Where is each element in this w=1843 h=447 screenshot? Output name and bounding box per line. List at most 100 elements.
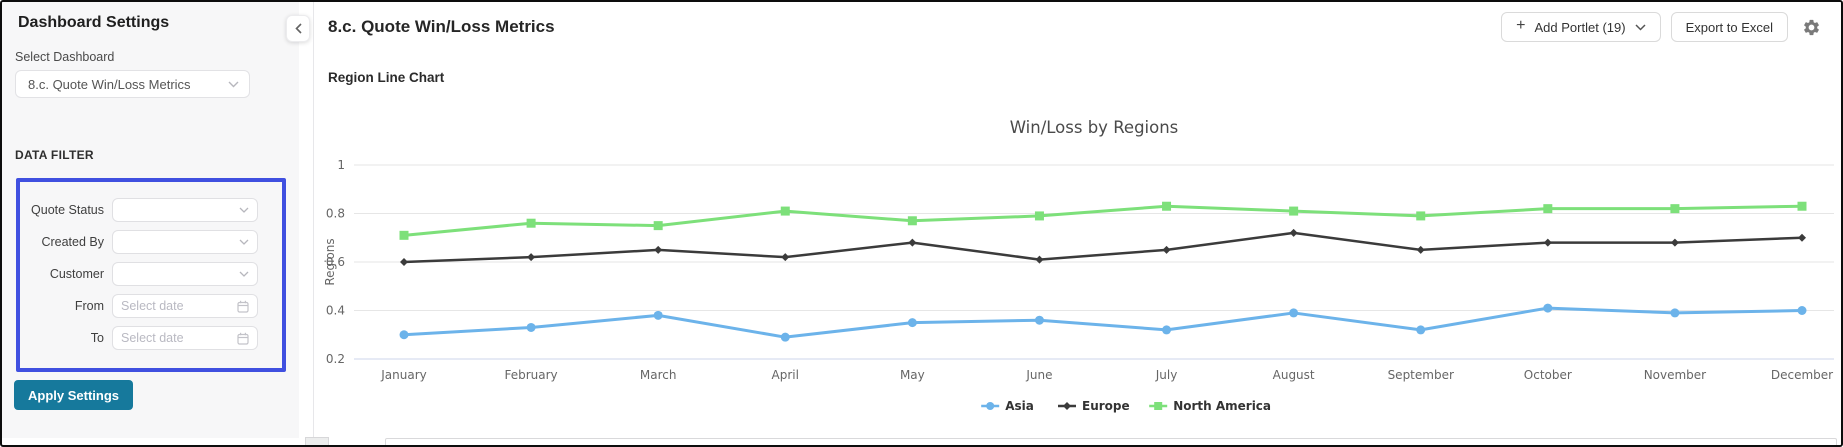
sidebar-divider [299,2,314,438]
win-loss-chart-svg: Win/Loss by Regions Regions 1 0.8 0.6 0.4 0.2 J… [323,118,1834,413]
filter-highlight-box: Quote Status Created By Cu [16,178,286,372]
data-point-asia-november[interactable] [1670,308,1680,318]
data-point-europe-june[interactable] [1035,255,1044,264]
data-point-asia-april[interactable] [780,332,790,342]
chevron-left-icon [294,23,302,34]
filter-row-quote-status: Quote Status [20,198,282,222]
apply-settings-button[interactable]: Apply Settings [14,380,134,410]
y-tick-label: 1 [337,158,345,172]
chevron-down-icon [239,271,249,277]
portlet-title: Region Line Chart [328,70,445,85]
export-to-excel-button[interactable]: Export to Excel [1670,12,1788,42]
x-axis-label: September [1388,368,1454,382]
series-line-europe [402,231,1804,264]
data-point-north-america-february[interactable] [526,218,536,228]
filter-row-created-by: Created By [20,230,282,254]
filter-row-to: To [20,326,282,350]
main-panel: 8.c. Quote Win/Loss Metrics + Add Portle… [314,2,1841,445]
data-point-north-america-september[interactable] [1416,211,1426,221]
data-point-north-america-june[interactable] [1034,211,1044,221]
data-point-europe-february[interactable] [527,253,536,262]
data-point-europe-november[interactable] [1670,238,1679,247]
next-portlet-fragment-panel [385,438,1837,445]
data-point-asia-february[interactable] [526,322,536,332]
data-point-asia-march[interactable] [653,310,663,320]
add-portlet-button[interactable]: + Add Portlet (19) [1501,12,1661,42]
series-line-asia [402,306,1804,339]
chevron-down-icon [228,81,239,88]
data-point-asia-january[interactable] [399,330,409,340]
dashboard-select[interactable]: 8.c. Quote Win/Loss Metrics [15,70,250,98]
series-line-north-america [402,204,1804,237]
legend-item-europe[interactable]: Europe [1058,399,1130,413]
data-point-europe-january[interactable] [400,258,408,266]
data-point-north-america-november[interactable] [1670,204,1680,214]
created-by-label: Created By [41,235,104,249]
calendar-icon[interactable] [237,300,249,313]
data-point-europe-july[interactable] [1162,245,1171,254]
customer-select[interactable] [112,262,258,286]
data-point-asia-june[interactable] [1034,315,1044,325]
to-date-input[interactable] [121,331,237,345]
chevron-down-icon [239,239,249,245]
data-point-north-america-october[interactable] [1543,204,1553,214]
sidebar-title: Dashboard Settings [18,14,170,31]
data-point-asia-december[interactable] [1797,306,1807,315]
collapse-sidebar-button[interactable] [286,15,310,42]
x-axis-label: July [1155,368,1178,382]
data-filter-heading: DATA FILTER [15,148,94,162]
created-by-select[interactable] [112,230,258,254]
quote-status-label: Quote Status [31,203,104,217]
y-tick-label: 0.2 [326,352,345,366]
filter-row-from: From [20,294,282,318]
from-label: From [74,299,104,313]
legend-item-asia[interactable]: Asia [981,399,1034,413]
y-tick-label: 0.6 [326,255,345,269]
data-point-europe-august[interactable] [1289,228,1298,237]
data-point-europe-december[interactable] [1798,233,1806,242]
data-point-asia-august[interactable] [1289,308,1299,318]
x-axis-label: June [1025,368,1052,382]
next-portlet-fragment-tab [305,437,329,445]
data-point-asia-july[interactable] [1162,325,1172,335]
from-date-field [112,294,258,318]
page-title: 8.c. Quote Win/Loss Metrics [328,17,555,36]
data-point-north-america-january[interactable] [399,230,409,240]
legend-item-north-america[interactable]: North America [1149,399,1271,413]
x-axis-label: May [900,368,925,382]
main-header: 8.c. Quote Win/Loss Metrics + Add Portle… [314,2,1841,42]
to-date-field [112,326,258,350]
y-tick-label: 0.8 [326,207,345,221]
add-portlet-label: Add Portlet (19) [1534,19,1626,35]
data-point-asia-september[interactable] [1416,325,1426,335]
x-axis-label: March [640,368,677,382]
x-axis-label: February [504,368,557,382]
data-point-asia-may[interactable] [907,318,917,328]
data-point-europe-march[interactable] [654,245,663,254]
y-tick-label: 0.4 [326,304,345,318]
data-point-europe-october[interactable] [1543,238,1552,247]
data-point-north-america-december[interactable] [1797,201,1807,211]
data-point-europe-september[interactable] [1416,245,1425,254]
x-axis-label: December [1771,368,1833,382]
data-point-north-america-march[interactable] [653,221,663,231]
x-axis-label: October [1524,368,1572,382]
chart-title: Win/Loss by Regions [1010,118,1179,137]
quote-status-select[interactable] [112,198,258,222]
data-point-asia-october[interactable] [1543,303,1553,313]
y-axis-title: Regions [323,238,337,285]
data-point-north-america-april[interactable] [780,206,790,216]
legend-label: Europe [1082,399,1130,413]
data-point-north-america-july[interactable] [1162,201,1172,211]
calendar-icon[interactable] [237,332,249,345]
data-point-europe-may[interactable] [908,238,917,247]
to-label: To [90,331,104,345]
chevron-down-icon [239,207,249,213]
data-point-europe-april[interactable] [781,253,790,262]
customer-label: Customer [49,267,104,281]
from-date-input[interactable] [121,299,237,313]
gear-icon[interactable] [1802,18,1821,37]
data-point-north-america-august[interactable] [1289,206,1299,216]
data-point-north-america-may[interactable] [907,216,917,226]
